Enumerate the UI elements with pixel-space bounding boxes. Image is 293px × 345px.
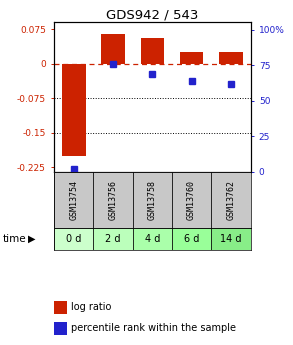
Bar — [180, 52, 203, 64]
Text: 2 d: 2 d — [105, 234, 121, 244]
Text: 14 d: 14 d — [220, 234, 242, 244]
Text: GSM13756: GSM13756 — [109, 180, 117, 220]
Bar — [133, 172, 172, 228]
Bar — [219, 52, 243, 64]
Bar — [172, 228, 211, 250]
Bar — [93, 228, 133, 250]
Text: 4 d: 4 d — [145, 234, 160, 244]
Bar — [211, 228, 251, 250]
Text: GSM13754: GSM13754 — [69, 180, 78, 220]
Bar — [211, 172, 251, 228]
Bar — [93, 172, 133, 228]
Title: GDS942 / 543: GDS942 / 543 — [106, 8, 199, 21]
Text: GSM13760: GSM13760 — [187, 180, 196, 220]
Bar — [172, 172, 211, 228]
Bar — [133, 228, 172, 250]
Text: percentile rank within the sample: percentile rank within the sample — [71, 323, 236, 333]
Text: ▶: ▶ — [28, 234, 35, 244]
Text: 6 d: 6 d — [184, 234, 199, 244]
Bar — [54, 228, 93, 250]
Bar — [101, 34, 125, 64]
Text: GSM13762: GSM13762 — [226, 180, 235, 220]
Text: time: time — [3, 234, 27, 244]
Text: 0 d: 0 d — [66, 234, 81, 244]
Bar — [62, 64, 86, 156]
Bar — [141, 39, 164, 64]
Text: GSM13758: GSM13758 — [148, 180, 157, 220]
Bar — [54, 172, 93, 228]
Text: log ratio: log ratio — [71, 303, 112, 312]
